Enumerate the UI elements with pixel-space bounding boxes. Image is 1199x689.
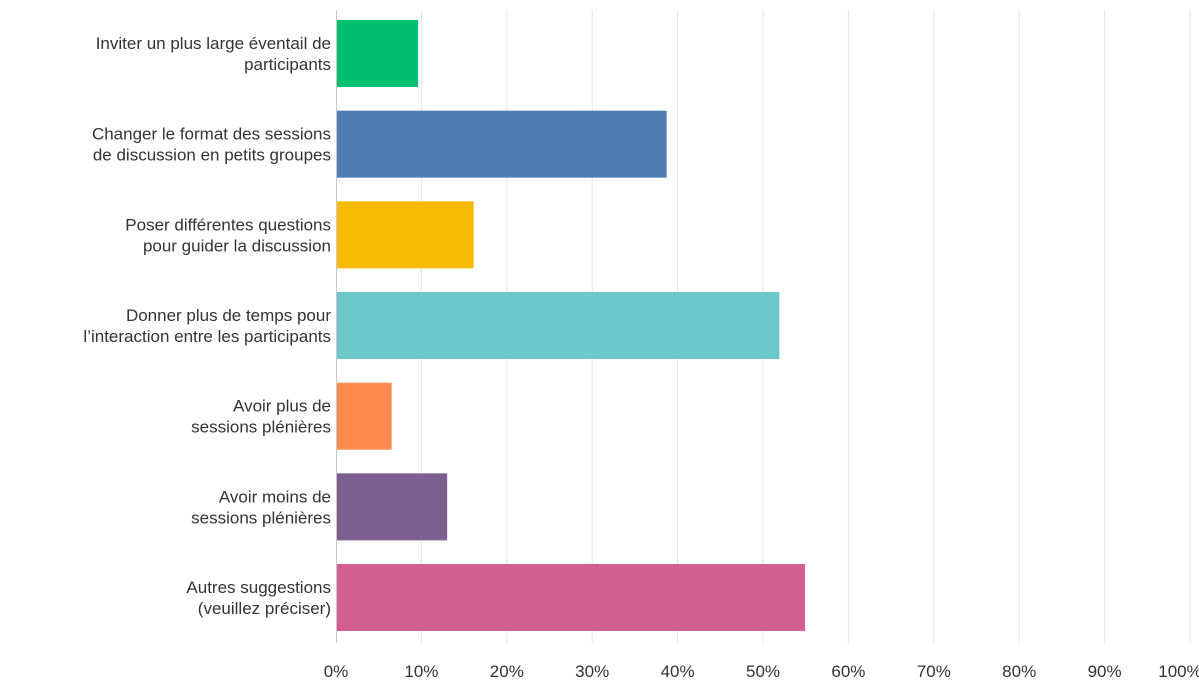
x-tick-label: 30% — [575, 662, 609, 681]
category-label-line: Avoir plus de — [233, 397, 331, 416]
x-tick-label: 0% — [324, 662, 349, 681]
category-label-line: Inviter un plus large éventail de — [96, 34, 331, 53]
x-tick-labels: 0% 10% 20% 30% 40% 50% 60% 70% 80% 90% 100% — [324, 662, 1199, 681]
category-label-line: participants — [244, 55, 331, 74]
category-label-line: Avoir moins de — [219, 487, 331, 506]
bar — [337, 564, 805, 632]
category-label-line: Donner plus de temps pour — [126, 306, 331, 325]
bar — [337, 292, 780, 360]
bar — [337, 201, 474, 269]
x-tick-label: 80% — [1002, 662, 1036, 681]
x-tick-label: 50% — [746, 662, 780, 681]
x-tick-label: 100% — [1158, 662, 1199, 681]
category-label: Avoir plus de sessions plénières — [191, 397, 331, 437]
category-label: Donner plus de temps pour l’interaction e… — [83, 306, 331, 346]
category-label-line: pour guider la discussion — [143, 236, 331, 255]
x-tick-label: 70% — [917, 662, 951, 681]
x-tick-label: 10% — [404, 662, 438, 681]
x-tick-label: 60% — [831, 662, 865, 681]
bar — [337, 20, 419, 87]
category-label: Autres suggestions (veuillez préciser) — [186, 578, 331, 618]
category-label-line: Autres suggestions — [186, 578, 331, 597]
x-tick-label: 40% — [661, 662, 695, 681]
category-label-line: de discussion en petits groupes — [93, 146, 331, 165]
category-label-line: sessions plénières — [191, 418, 331, 437]
category-labels: Inviter un plus large éventail de partici… — [83, 34, 331, 618]
bar — [337, 473, 448, 541]
category-label-line: Changer le format des sessions — [92, 125, 331, 144]
category-label: Avoir moins de sessions plénières — [191, 487, 331, 527]
category-label-line: Poser différentes questions — [125, 215, 331, 234]
category-label-line: l’interaction entre les participants — [83, 327, 331, 346]
category-label: Poser différentes questions pour guider l… — [125, 215, 331, 255]
category-label-line: sessions plénières — [191, 508, 331, 527]
x-tick-label: 90% — [1088, 662, 1122, 681]
category-label: Inviter un plus large éventail de partici… — [96, 34, 331, 74]
bars — [337, 20, 805, 632]
category-label: Changer le format des sessions de discuss… — [92, 125, 331, 165]
x-tick-label: 20% — [490, 662, 524, 681]
bar — [337, 382, 392, 450]
category-label-line: (veuillez préciser) — [198, 599, 331, 618]
bar — [337, 110, 667, 178]
